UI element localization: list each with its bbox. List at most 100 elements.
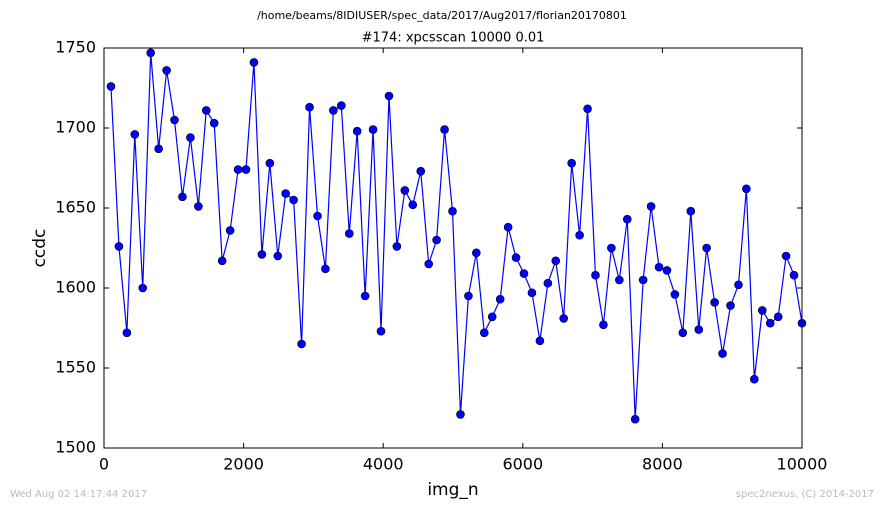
x-tick-label: 4000: [363, 455, 404, 474]
data-point: [702, 243, 711, 253]
data-point: [424, 259, 434, 269]
data-point: [638, 275, 648, 285]
chart-header: /home/beams/8IDIUSER/spec_data/2017/Aug2…: [257, 9, 627, 22]
data-point: [456, 410, 465, 419]
data-point: [297, 339, 306, 349]
y-tick-label: 1650: [55, 198, 96, 217]
data-point: [750, 374, 759, 384]
data-point: [575, 230, 584, 240]
data-point: [352, 126, 362, 136]
data-point: [257, 250, 267, 259]
x-axis-label: img_n: [427, 480, 478, 500]
data-point: [511, 253, 521, 262]
data-point: [710, 298, 719, 307]
data-point: [194, 202, 203, 211]
data-point: [154, 144, 163, 154]
data-point: [567, 158, 576, 168]
data-point: [479, 328, 489, 338]
plot-frame: [103, 47, 803, 449]
data-point: [329, 106, 338, 115]
y-tick-label: 1500: [55, 438, 96, 457]
data-point: [773, 312, 783, 322]
data-point: [591, 270, 600, 280]
data-point: [305, 102, 314, 112]
data-point: [654, 262, 664, 272]
data-point: [757, 306, 767, 315]
data-point: [615, 275, 624, 285]
data-point: [718, 349, 727, 358]
footer-date: Wed Aug 02 14:17:44 2017: [10, 489, 147, 500]
data-point: [360, 291, 370, 301]
data-point: [472, 248, 481, 258]
data-point: [225, 226, 235, 235]
data-point: [464, 291, 473, 301]
data-point: [281, 189, 290, 198]
data-point: [313, 211, 322, 221]
y-tick-label: 1550: [55, 358, 96, 377]
data-point: [265, 158, 275, 168]
data-point: [130, 130, 140, 139]
x-tick-label: 0: [99, 455, 109, 474]
data-point: [201, 106, 211, 115]
data-point: [487, 312, 497, 322]
data-point: [734, 280, 743, 290]
data-point: [622, 214, 632, 224]
data-point: [559, 314, 569, 323]
data-point: [233, 165, 243, 174]
data-point: [440, 125, 449, 134]
data-point: [630, 414, 640, 424]
data-point: [519, 269, 529, 278]
data-point: [344, 229, 354, 238]
y-tick-label: 1600: [55, 278, 96, 297]
footer-credit: spec2nexus, (C) 2014-2017: [736, 489, 874, 500]
data-point: [368, 125, 378, 134]
data-point: [662, 266, 672, 275]
data-point: [765, 318, 775, 328]
data-point: [138, 283, 148, 293]
data-point: [122, 328, 132, 338]
data-point: [186, 133, 195, 142]
data-point: [170, 115, 179, 125]
data-point: [241, 165, 251, 174]
data-point: [384, 91, 394, 101]
data-point: [106, 82, 116, 91]
x-tick-label: 2000: [223, 455, 264, 474]
data-point: [543, 278, 553, 288]
data-point: [686, 206, 696, 216]
data-point: [217, 256, 227, 266]
y-axis-label: ccdc: [30, 229, 50, 268]
data-point: [392, 242, 402, 251]
y-tick-label: 1700: [55, 118, 96, 137]
data-point: [583, 104, 592, 114]
data-point: [599, 320, 608, 330]
data-point: [376, 326, 386, 336]
data-point: [400, 186, 410, 195]
data-point: [337, 101, 346, 110]
data-point: [607, 243, 616, 253]
x-tick-label: 10000: [777, 455, 828, 474]
data-point: [162, 66, 171, 75]
x-tick-label: 8000: [642, 455, 683, 474]
data-point: [432, 235, 441, 245]
data-point: [789, 270, 799, 280]
data-point: [646, 202, 656, 211]
data-point: [694, 325, 704, 334]
data-point: [289, 195, 298, 205]
data-point: [527, 288, 537, 298]
data-line: [110, 52, 803, 420]
data-point: [146, 48, 155, 58]
data-point: [495, 294, 505, 304]
data-point: [781, 251, 791, 261]
data-point: [321, 264, 330, 274]
data-point: [551, 256, 561, 266]
x-tick-label: 6000: [502, 455, 543, 474]
data-point: [416, 166, 426, 176]
data-point: [178, 192, 187, 202]
chart-title: #174: xpcsscan 10000 0.01: [362, 31, 545, 46]
data-point: [670, 290, 680, 299]
data-point: [742, 184, 751, 194]
data-point: [273, 251, 283, 261]
data-point: [209, 118, 219, 128]
data-point: [726, 301, 735, 310]
